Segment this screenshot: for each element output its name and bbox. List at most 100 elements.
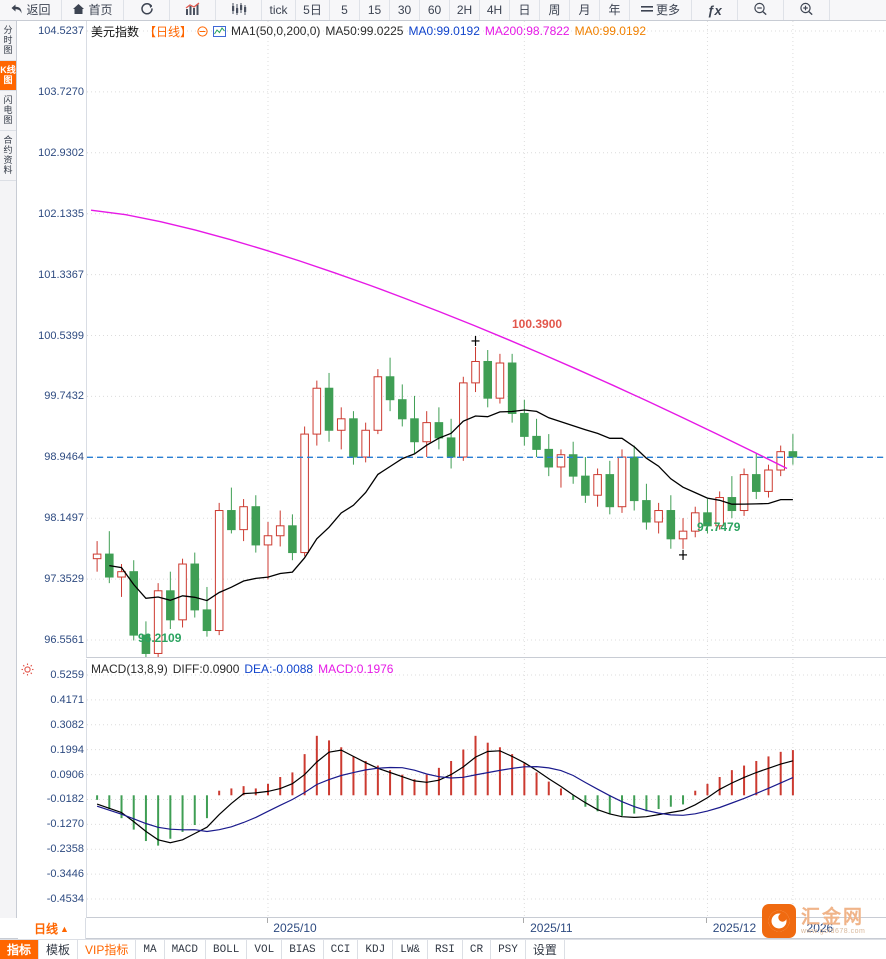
zoom-in-button[interactable] <box>784 0 830 20</box>
symbol-period: 【日线】 <box>144 24 193 39</box>
refresh-button[interactable] <box>124 0 170 20</box>
candlestick-button[interactable] <box>216 0 262 20</box>
ma200-value: MA200:98.7822 <box>484 24 570 38</box>
candlestick-icon <box>231 2 247 18</box>
bottom-item-macd[interactable]: MACD <box>165 940 206 959</box>
price-tick-label: 101.3367 <box>38 268 84 281</box>
m30-label: 30 <box>397 3 412 17</box>
bottom-item-vol[interactable]: VOL <box>247 940 283 959</box>
annotation-swing-high: 100.3900 <box>512 317 563 331</box>
minus-circle-icon[interactable] <box>197 25 208 37</box>
ma-params-label: MA1(50,0,200,0) <box>231 24 321 38</box>
m60-label: 60 <box>427 3 442 17</box>
week-label: 周 <box>548 3 561 17</box>
macd-chart-pane[interactable]: MACD(13,8,9) DIFF:0.0900 DEA:-0.0088 MAC… <box>86 659 886 918</box>
triangle-up-icon: ▲ <box>60 923 69 934</box>
bottom-item-indicator[interactable]: 指标 <box>0 940 40 959</box>
macd-axis[interactable]: 0.5259 0.4171 0.3082 0.1994 0.0906 -0.0182 -0.… <box>18 659 86 918</box>
back-label: 返回 <box>26 3 51 17</box>
sidebar-item-kline[interactable]: K线图 <box>0 61 16 91</box>
macd-tick-label: -0.1270 <box>46 818 84 831</box>
fx-button[interactable]: ƒx <box>692 0 738 20</box>
tab-day[interactable]: 日 <box>510 0 540 20</box>
h2-label: 2H <box>456 3 473 17</box>
zoom-out-button[interactable] <box>738 0 784 20</box>
macd-chart-header: MACD(13,8,9) DIFF:0.0900 DEA:-0.0088 MAC… <box>87 659 886 679</box>
bottom-item-cci[interactable]: CCI <box>324 940 359 959</box>
ma50-value: MA50:99.0225 <box>325 24 404 38</box>
bottom-item-rsi[interactable]: RSI <box>428 940 463 959</box>
tab-h4[interactable]: 4H <box>480 0 510 20</box>
bottom-item-template[interactable]: 模板 <box>39 940 79 959</box>
tab-m60[interactable]: 60 <box>420 0 450 20</box>
date-tick-label: 2025/11 <box>530 921 573 935</box>
bar-chart-button[interactable] <box>170 0 216 20</box>
bar-chart-icon <box>185 2 201 18</box>
bottom-item-kdj[interactable]: KDJ <box>358 940 394 959</box>
symbol-name: 美元指数 <box>91 24 140 39</box>
home-label: 首页 <box>88 3 113 17</box>
tab-week[interactable]: 周 <box>540 0 570 20</box>
home-button[interactable]: 首页 <box>62 0 124 20</box>
more-button[interactable]: 更多 <box>630 0 692 20</box>
tab-tick[interactable]: tick <box>262 0 296 20</box>
indicator-toolbar-spacer <box>565 940 886 959</box>
macd-tick-label: -0.0182 <box>46 793 84 806</box>
macd-tick-label: 0.4171 <box>50 693 84 706</box>
tab-h2[interactable]: 2H <box>450 0 480 20</box>
macd-tick-label: 0.0906 <box>50 768 84 781</box>
macd-chart-canvas[interactable] <box>87 659 886 918</box>
indicator-toolbar: 指标 模板 VIP指标 MA MACD BOLL VOL BIAS CCI KD… <box>0 939 886 959</box>
zoom-out-icon <box>753 2 768 18</box>
bottom-item-lw[interactable]: LW& <box>393 940 429 959</box>
ma0-orange-value: MA0:99.0192 <box>574 24 646 38</box>
tab-m30[interactable]: 30 <box>390 0 420 20</box>
tab-m15[interactable]: 15 <box>360 0 390 20</box>
macd-dea-value: DEA:-0.0088 <box>244 662 314 676</box>
annotation-swing-low-left: 96.2109 <box>138 631 182 645</box>
price-tick-label: 102.9302 <box>38 146 84 159</box>
macd-value: MACD:0.1976 <box>318 662 394 676</box>
bottom-item-cr[interactable]: CR <box>463 940 492 959</box>
date-axis: 日线 ▲ 2025/10 2025/11 2025/12 2026 <box>0 918 886 939</box>
bottom-item-settings[interactable]: 设置 <box>526 940 565 959</box>
price-chart-pane[interactable]: 美元指数 【日线】 MA1(50,0,200,0) MA50:99.0225 M… <box>86 21 886 658</box>
period-selector[interactable]: 日线 ▲ <box>18 918 86 939</box>
tab-year[interactable]: 年 <box>600 0 630 20</box>
fx-icon: ƒx <box>707 2 722 18</box>
tick-label: tick <box>269 3 288 17</box>
tab-month[interactable]: 月 <box>570 0 600 20</box>
period-tag-label: 日线 <box>34 922 59 936</box>
back-arrow-icon <box>10 3 23 17</box>
price-tick-label: 104.5237 <box>38 25 84 37</box>
price-chart-canvas[interactable] <box>87 21 886 658</box>
price-tick-label: 99.7432 <box>44 390 84 403</box>
more-label: 更多 <box>655 3 680 17</box>
annotation-swing-low-right: 97.7479 <box>697 520 741 534</box>
macd-diff-value: DIFF:0.0900 <box>172 662 240 676</box>
macd-tick-label: -0.4534 <box>46 893 84 905</box>
brightness-icon[interactable] <box>21 663 34 681</box>
h4-label: 4H <box>486 3 503 17</box>
year-label: 年 <box>608 3 621 17</box>
bottom-item-boll[interactable]: BOLL <box>206 940 248 959</box>
refresh-icon <box>140 2 154 18</box>
sidebar-item-timeshare[interactable]: 分时图 <box>0 21 16 61</box>
price-axis[interactable]: 104.5237 103.7270 102.9302 102.1335 101.3367… <box>18 21 86 658</box>
sidebar-item-lightning[interactable]: 闪电图 <box>0 91 16 131</box>
ma-indicator-icon[interactable] <box>213 25 226 37</box>
bottom-item-vip-indicator[interactable]: VIP指标 <box>78 940 137 959</box>
back-button[interactable]: 返回 <box>0 0 62 20</box>
sidebar-item-contract[interactable]: 合约资料 <box>0 131 16 181</box>
zoom-in-icon <box>799 2 814 18</box>
ma0-blue-value: MA0:99.0192 <box>408 24 480 38</box>
tab-5day[interactable]: 5日 <box>296 0 330 20</box>
bottom-item-bias[interactable]: BIAS <box>282 940 324 959</box>
bottom-item-psy[interactable]: PSY <box>491 940 526 959</box>
bottom-item-ma[interactable]: MA <box>136 940 165 959</box>
price-tick-label: 103.7270 <box>38 85 84 98</box>
tab-m5[interactable]: 5 <box>330 0 360 20</box>
price-tick-label: 102.1335 <box>38 207 84 220</box>
macd-title: MACD(13,8,9) <box>91 662 168 676</box>
macd-tick-label: 0.5259 <box>50 669 84 681</box>
